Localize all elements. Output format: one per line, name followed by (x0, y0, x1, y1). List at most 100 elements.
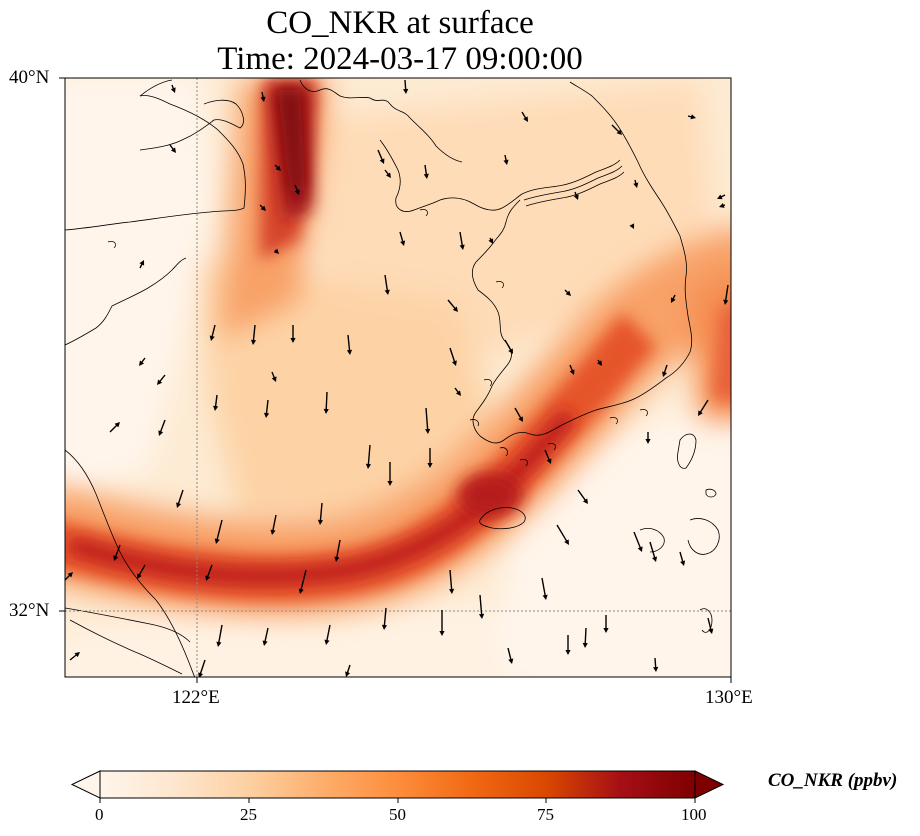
wind-arrow-shaft (199, 659, 206, 676)
wind-arrow-head (176, 502, 182, 508)
wind-arrow-head (603, 628, 609, 633)
wind-arrow-head (384, 289, 390, 295)
colorbar-tick-100: 100 (681, 805, 707, 824)
concentration-field (65, 78, 731, 677)
wind-arrow-head (403, 88, 409, 94)
wind-arrow-shaft (159, 419, 166, 434)
wind-arrow-shaft (425, 407, 429, 432)
lon-label-122e: 122°E (172, 687, 220, 708)
wind-arrow-head (565, 650, 571, 655)
wind-arrow-head (582, 642, 588, 648)
wind-arrow-head (508, 658, 514, 664)
wind-arrow-head (448, 588, 455, 594)
wind-arrow-head (569, 369, 575, 375)
wind-arrow-head (214, 538, 220, 544)
wind-arrow-head (298, 588, 304, 594)
wind-arrow-shaft (114, 544, 121, 559)
wind-arrow-head (645, 439, 651, 444)
wind-arrow-head (290, 338, 296, 343)
wind-arrow-shaft (514, 407, 523, 420)
wind-arrow-head (260, 205, 266, 211)
wind-arrow-head (451, 360, 457, 366)
wind-arrow-head (209, 335, 215, 341)
lat-label-32n: 32°N (9, 600, 50, 621)
map-frame (64, 77, 732, 678)
wind-arrow-head (216, 641, 222, 647)
wind-arrow-shaft (216, 519, 223, 542)
wind-arrow-head (275, 165, 281, 171)
wind-arrow-head (616, 129, 622, 135)
wind-arrow-head (662, 371, 668, 377)
wind-arrow-shaft (325, 624, 331, 643)
wind-arrow-head (427, 463, 433, 468)
wind-arrow-head (488, 238, 494, 244)
wind-arrow-shaft (584, 627, 587, 646)
wind-arrow-head (546, 458, 552, 464)
wind-arrow-head (324, 639, 330, 645)
wind-arrow-head (459, 244, 465, 250)
wind-arrow-head (564, 539, 569, 545)
colorbar-label: CO_NKR (ppbv) (768, 770, 898, 791)
coastlines (65, 79, 720, 677)
wind-arrow-shaft (504, 339, 513, 352)
wind-arrow-head (334, 556, 340, 562)
wind-arrow-head (157, 379, 163, 385)
wind-arrow-shaft (325, 391, 328, 412)
wind-arrow-shaft (649, 541, 656, 560)
wind-arrow-head (345, 671, 351, 677)
wind-arrow-head (582, 498, 588, 504)
wind-arrow-head (680, 560, 686, 566)
wind-arrow-head (400, 240, 406, 246)
wind-arrow-head (387, 481, 393, 486)
wind-arrow-head (518, 416, 523, 422)
wind-arrow-shaft (479, 594, 483, 617)
wind-arrow-shaft (384, 274, 389, 293)
wind-arrow-head (652, 556, 658, 562)
wind-arrow-head (719, 202, 725, 208)
wind-arrow-head (633, 182, 639, 188)
wind-arrow-head (365, 463, 372, 469)
wind-arrow-head (637, 546, 643, 552)
lon-label-130e: 130°E (705, 687, 753, 708)
wind-arrow-head (271, 376, 277, 382)
colorbar-tick-0: 0 (95, 805, 104, 824)
wind-arrow-shaft (707, 617, 712, 632)
wind-arrow-head (139, 260, 145, 266)
colorbar-tick-75: 75 (537, 805, 554, 824)
wind-arrow-head (323, 408, 329, 414)
wind-arrow-head (170, 147, 176, 153)
wind-arrow-shaft (633, 531, 642, 550)
wind-arrow-shaft (347, 334, 351, 353)
wind-arrow-shaft (300, 569, 307, 592)
wind-arrow-head (263, 412, 270, 418)
wind-arrow-head (139, 360, 145, 366)
wind-arrow-shaft (541, 577, 547, 598)
wind-arrow-head (597, 360, 602, 366)
wind-arrow-head (670, 297, 676, 303)
wind-arrow-head (346, 349, 353, 355)
map-title-time: Time: 2024-03-17 09:00:00 (217, 41, 583, 77)
wind-arrow-shaft (556, 524, 569, 543)
wind-arrow-head (205, 575, 211, 581)
wind-arrow-head (262, 640, 268, 646)
wind-arrow-head (425, 428, 431, 434)
wind-arrow-head (381, 624, 388, 630)
wind-arrow-head (273, 248, 279, 254)
wind-arrow-shaft (335, 539, 341, 560)
wind-arrow-shaft (217, 624, 223, 645)
wind-arrow-head (723, 299, 729, 305)
wind-arrow-head (708, 628, 714, 634)
wind-arrow-shaft (577, 489, 587, 502)
wind-arrow-head (573, 194, 579, 200)
wind-arrow-head (455, 390, 461, 396)
wind-arrow-head (317, 519, 324, 525)
wind-arrow-shaft (507, 647, 512, 662)
wind-arrow-head (439, 631, 445, 636)
lat-label-40n: 40°N (9, 67, 50, 88)
wind-arrow-shaft (263, 627, 269, 644)
wind-arrow-head (379, 158, 385, 164)
wind-arrow-head (158, 430, 164, 436)
wind-arrow-head (113, 555, 119, 561)
wind-arrow-head (653, 666, 659, 672)
wind-arrow-shaft (698, 399, 709, 414)
